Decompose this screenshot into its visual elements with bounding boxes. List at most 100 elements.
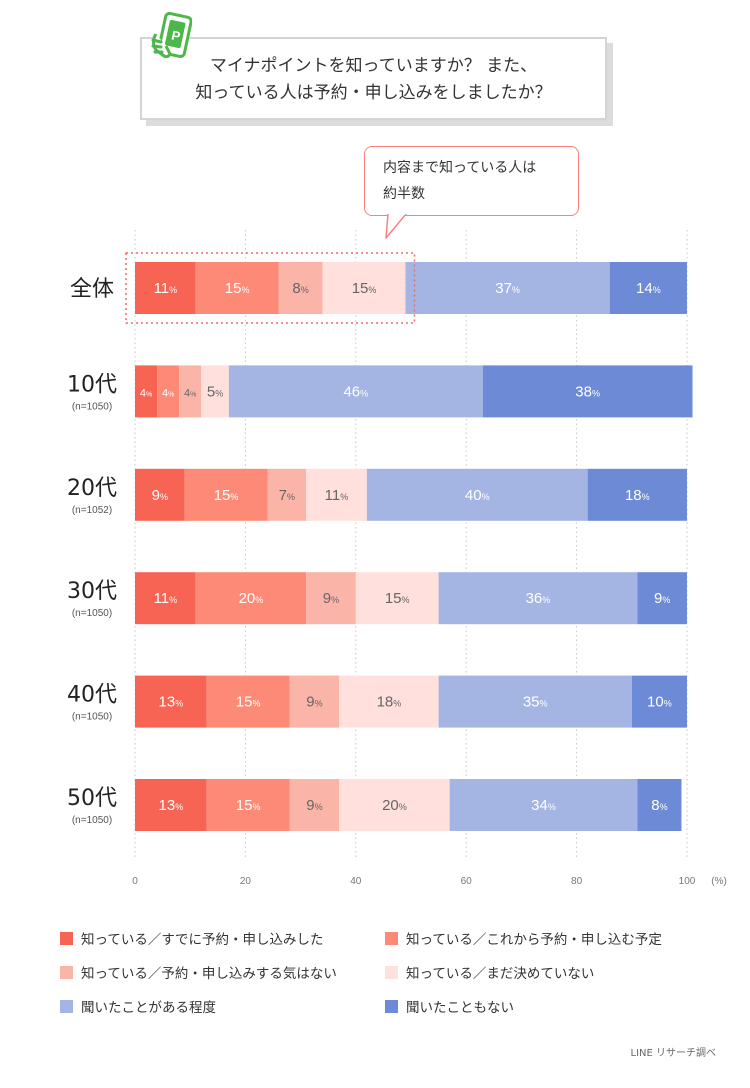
bar-segment	[637, 779, 682, 831]
bar-segment	[135, 572, 196, 625]
bar-segment	[201, 365, 229, 418]
bar-segment	[289, 779, 340, 831]
bar-segment	[482, 365, 693, 418]
bar-segment	[195, 572, 307, 625]
bar-segment	[195, 262, 279, 314]
data-label: 15%	[385, 590, 410, 607]
legend-label: 知っている／予約・申し込みする気はない	[81, 966, 337, 982]
data-label: 15%	[225, 280, 250, 297]
data-label: 9%	[306, 694, 322, 711]
data-label: 46%	[343, 383, 368, 400]
bar-segment	[339, 779, 450, 831]
title-box: マイナポイントを知っていますか？ また、 知っている人は予約・申し込みをしました…	[140, 37, 607, 120]
legend-swatch	[385, 999, 398, 1013]
data-label: 9%	[152, 487, 168, 504]
bar-segment	[405, 262, 610, 314]
data-label: 10%	[647, 694, 672, 711]
bar-segment	[339, 675, 439, 728]
data-label: 8%	[292, 280, 308, 297]
bar-segment	[438, 572, 638, 625]
data-label: 36%	[526, 590, 551, 607]
data-label: 7%	[279, 487, 295, 504]
bar-segment	[206, 675, 290, 728]
x-tick-label: 80	[571, 876, 583, 887]
bar-segment	[135, 779, 207, 831]
bar-segment	[135, 675, 207, 728]
bar-segment	[206, 779, 290, 831]
data-label: 35%	[523, 694, 548, 711]
bar-segment	[322, 262, 406, 314]
legend-label: 知っている／これから予約・申し込む予定	[406, 932, 662, 948]
category-label: 10代	[67, 372, 117, 397]
data-label: 40%	[465, 487, 490, 504]
bar-segment	[355, 572, 439, 625]
callout-tail	[385, 214, 407, 239]
bar-segment	[135, 468, 185, 521]
legend-label: 聞いたこともない	[406, 1000, 514, 1016]
data-label: 11%	[154, 590, 178, 607]
legend-item: 知っている／まだ決めていない	[385, 962, 594, 982]
bar-segment	[157, 365, 180, 418]
bar-segment	[289, 675, 340, 728]
bar-segment	[135, 262, 196, 314]
category-sample-size: (n=1050)	[72, 815, 112, 826]
data-label: 9%	[306, 797, 322, 814]
data-label: 9%	[654, 590, 670, 607]
bar-segment	[587, 468, 687, 521]
data-label: 13%	[159, 797, 184, 814]
data-label: 4%	[162, 387, 174, 399]
legend-swatch	[60, 965, 73, 979]
legend-swatch	[385, 931, 398, 945]
data-label: 4%	[140, 387, 152, 399]
category-label: 全体	[70, 277, 114, 302]
x-tick-label: 20	[240, 876, 252, 887]
legend-item: 知っている／これから予約・申し込む予定	[385, 928, 662, 948]
legend-swatch	[385, 965, 398, 979]
title-line-2: 知っている人は予約・申し込みをしましたか？	[195, 83, 552, 103]
data-label: 13%	[159, 694, 184, 711]
bar-segment	[306, 468, 367, 521]
category-sample-size: (n=1052)	[72, 505, 112, 516]
category-sample-size: (n=1050)	[72, 401, 112, 412]
data-label: 4%	[184, 387, 196, 399]
category-sample-size: (n=1050)	[72, 712, 112, 723]
bar-segment	[179, 365, 202, 418]
data-label: 8%	[651, 797, 667, 814]
bar-segment	[631, 675, 687, 728]
data-label: 15%	[236, 694, 261, 711]
legend-label: 聞いたことがある程度	[81, 1000, 216, 1016]
category-sample-size: (n=1050)	[72, 608, 112, 619]
data-label: 34%	[531, 797, 556, 814]
point-letter: P	[170, 27, 182, 44]
category-label: 50代	[67, 786, 117, 811]
data-label: 5%	[207, 383, 223, 400]
bar-segment	[438, 675, 632, 728]
callout-line-1: 内容まで知っている人は	[383, 160, 537, 176]
category-label: 40代	[67, 683, 117, 708]
source-note: LINE リサーチ調べ	[630, 1048, 717, 1059]
legend-label: 知っている／まだ決めていない	[406, 966, 595, 982]
legend-label: 知っている／すでに予約・申し込みした	[81, 932, 324, 948]
bar-segment	[449, 779, 638, 831]
x-tick-label: 40	[350, 876, 362, 887]
data-label: 14%	[636, 280, 661, 297]
bar-segment	[135, 365, 158, 418]
title-line-1: マイナポイントを知っていますか？ また、	[209, 56, 538, 76]
bar-segment	[267, 468, 307, 521]
highlight-box	[125, 252, 416, 324]
stacked-bar-chart: 0 20 40 60 80 100 (%) 11% 15% 8% 15% 37% 14% 全体 4% 4% 4%…	[67, 230, 727, 887]
bar-segment	[228, 365, 483, 418]
category-label: 20代	[67, 476, 117, 501]
smartphone-point-icon: P	[151, 12, 192, 59]
data-label: 20%	[239, 590, 264, 607]
legend-item: 知っている／予約・申し込みする気はない	[60, 962, 337, 982]
x-axis-unit: (%)	[711, 876, 727, 887]
data-label: 11%	[325, 487, 349, 504]
data-label: 15%	[352, 280, 377, 297]
chart-title: マイナポイントを知っていますか？ また、 知っている人は予約・申し込みをしました…	[142, 53, 605, 107]
x-tick-label: 100	[679, 876, 696, 887]
legend-swatch	[60, 999, 73, 1013]
legend-item: 聞いたこともない	[385, 996, 514, 1016]
bar-segment	[184, 468, 268, 521]
bar-segment	[306, 572, 356, 625]
